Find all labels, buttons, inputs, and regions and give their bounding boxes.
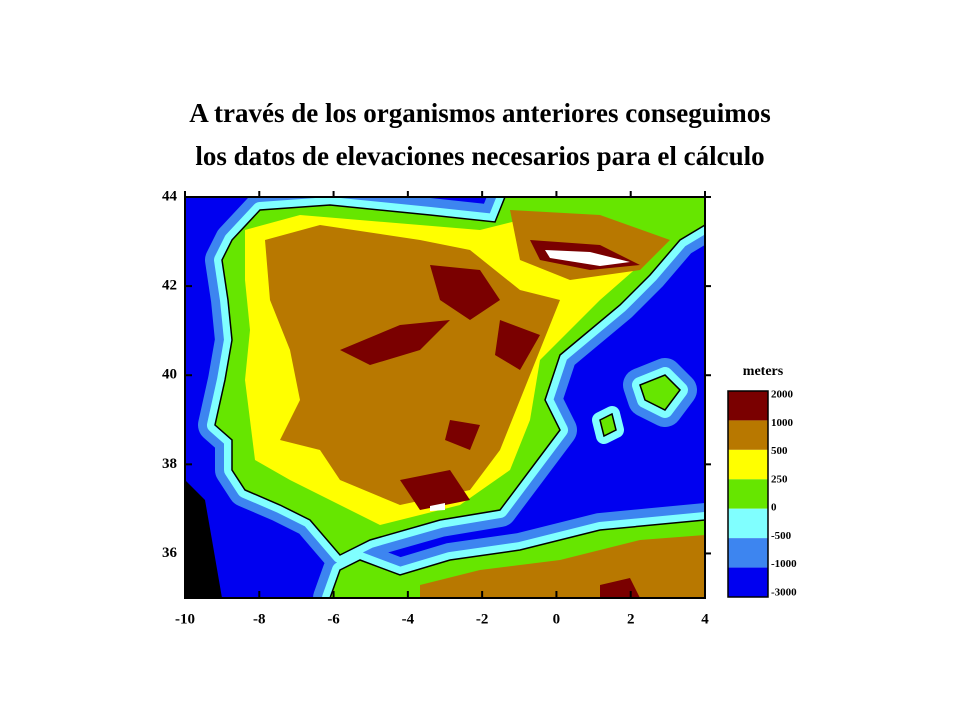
elevation-map bbox=[185, 197, 705, 598]
legend-label: 0 bbox=[771, 502, 777, 514]
legend-label: 2000 bbox=[771, 389, 794, 401]
x-tick-label: -8 bbox=[253, 611, 266, 627]
legend-label: -500 bbox=[771, 530, 792, 542]
y-tick-label: 44 bbox=[162, 188, 178, 204]
legend-swatch bbox=[728, 508, 768, 539]
x-tick-label: 0 bbox=[553, 611, 561, 627]
legend-title: meters bbox=[743, 364, 784, 379]
legend-label: -1000 bbox=[771, 558, 797, 570]
x-tick-label: -4 bbox=[402, 611, 415, 627]
legend-label: 250 bbox=[771, 473, 788, 485]
legend-swatch bbox=[728, 391, 768, 421]
legend-frame bbox=[727, 390, 769, 598]
legend-swatch bbox=[728, 420, 768, 450]
legend-swatch bbox=[728, 449, 768, 480]
x-tick-label: -2 bbox=[476, 611, 489, 627]
legend-swatch bbox=[728, 479, 768, 509]
legend-swatch bbox=[728, 538, 768, 568]
title-line: los datos de elevaciones necesarios para… bbox=[195, 141, 764, 171]
x-tick-label: 2 bbox=[627, 611, 635, 627]
title-line: A través de los organismos anteriores co… bbox=[189, 98, 770, 128]
y-tick-label: 36 bbox=[162, 545, 178, 561]
legend-label: 500 bbox=[771, 445, 788, 457]
y-tick-label: 38 bbox=[162, 456, 177, 472]
x-tick-label: -10 bbox=[175, 611, 195, 627]
y-tick-label: 40 bbox=[162, 367, 177, 383]
map-frame bbox=[184, 196, 706, 599]
legend-swatch bbox=[728, 567, 768, 597]
x-tick-label: 4 bbox=[701, 611, 709, 627]
y-tick-label: 42 bbox=[162, 278, 177, 294]
legend-label: -3000 bbox=[771, 587, 797, 599]
legend-label: 1000 bbox=[771, 417, 794, 429]
axes: -10 -8 -6 -4 -2 0 2 4 36 38 40 42 44 bbox=[162, 188, 711, 627]
x-tick-label: -6 bbox=[327, 611, 340, 627]
legend: 2000 1000 500 250 0 -500 -1000 -3000 bbox=[727, 389, 797, 599]
